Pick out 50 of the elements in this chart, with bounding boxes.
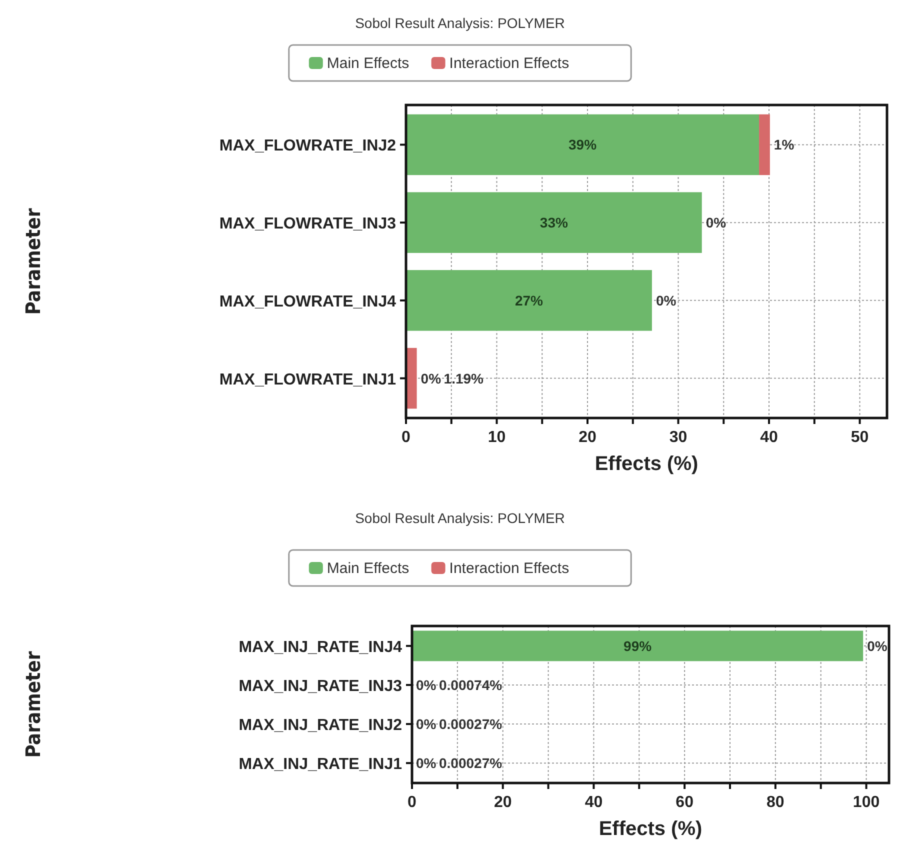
y-tick-label: MAX_FLOWRATE_INJ4	[219, 293, 396, 310]
chart-title: Sobol Result Analysis: POLYMER	[355, 510, 565, 526]
x-tick-label: 100	[852, 794, 880, 811]
x-tick-label: 50	[850, 429, 869, 446]
data-label: 0%	[416, 716, 437, 732]
data-label: 0%	[416, 676, 437, 693]
y-tick-label: MAX_INJ_RATE_INJ3	[238, 678, 402, 695]
y-axis-title: Parameter	[21, 208, 45, 315]
data-label: 0%	[706, 214, 727, 231]
data-label: 0.00074%	[439, 676, 503, 693]
data-label: 99%	[624, 638, 652, 654]
y-tick-label: MAX_INJ_RATE_INJ2	[238, 717, 402, 734]
x-tick-label: 40	[760, 429, 778, 446]
y-axis-title: Parameter	[21, 651, 45, 758]
x-axis-title: Effects (%)	[598, 818, 702, 840]
y-tick-label: MAX_INJ_RATE_INJ4	[238, 638, 402, 656]
x-tick-label: 20	[494, 794, 512, 811]
data-label: 0.00027%	[439, 716, 503, 732]
legend-label: Interaction Effects	[449, 560, 570, 577]
x-tick-label: 40	[584, 794, 603, 811]
bar	[406, 114, 760, 176]
legend-label: Interaction Effects	[449, 55, 570, 72]
legend-label: Main Effects	[326, 560, 410, 577]
y-tick-label: MAX_FLOWRATE_INJ1	[219, 371, 396, 388]
x-tick-label: 20	[578, 429, 597, 446]
y-tick-label: MAX_FLOWRATE_INJ2	[219, 138, 396, 155]
data-label: 33%	[540, 214, 568, 231]
x-axis-title: Effects (%)	[594, 453, 698, 475]
data-label: 0%	[416, 755, 437, 772]
data-label: 27%	[514, 292, 544, 308]
x-tick-label: 0	[408, 794, 417, 811]
data-label: 0%	[420, 370, 442, 386]
x-tick-label: 10	[488, 429, 506, 446]
bar	[759, 114, 770, 176]
data-label: 1.19%	[444, 370, 484, 386]
data-label: 39%	[568, 136, 598, 153]
x-tick-label: 60	[676, 794, 694, 811]
data-label: 0%	[867, 638, 888, 654]
chart-title: Sobol Result Analysis: POLYMER	[355, 15, 565, 31]
data-label: 1%	[774, 136, 795, 153]
x-tick-label: 80	[766, 794, 784, 811]
x-tick-label: 30	[669, 429, 688, 446]
data-label: 0.00027%	[439, 755, 503, 772]
bar	[406, 192, 702, 253]
data-label: 0%	[656, 292, 677, 308]
y-tick-label: MAX_FLOWRATE_INJ3	[219, 216, 396, 233]
x-tick-label: 0	[402, 429, 411, 446]
legend-label: Main Effects	[326, 55, 410, 72]
y-tick-label: MAX_INJ_RATE_INJ1	[238, 756, 402, 774]
bar	[406, 270, 652, 331]
